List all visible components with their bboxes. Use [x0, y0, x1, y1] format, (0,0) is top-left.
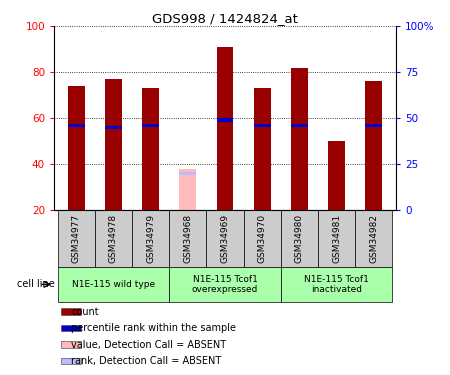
Text: value, Detection Call = ABSENT: value, Detection Call = ABSENT [71, 339, 226, 350]
Text: GSM34980: GSM34980 [295, 214, 304, 263]
Bar [318, 210, 355, 267]
Bar [58, 210, 95, 267]
Bar [58, 267, 169, 302]
Bar [328, 141, 345, 210]
Text: GSM34977: GSM34977 [72, 214, 81, 263]
Bar [207, 210, 243, 267]
Bar [254, 124, 270, 127]
Bar [180, 171, 196, 175]
Bar [68, 124, 85, 127]
Bar [254, 88, 270, 210]
Bar [169, 210, 207, 267]
Text: N1E-115 Tcof1
overexpressed: N1E-115 Tcof1 overexpressed [192, 275, 258, 294]
Bar [281, 210, 318, 267]
Text: GSM34968: GSM34968 [183, 214, 192, 263]
Text: GSM34979: GSM34979 [146, 214, 155, 263]
Text: GSM34969: GSM34969 [220, 214, 230, 263]
Text: rank, Detection Call = ABSENT: rank, Detection Call = ABSENT [71, 356, 221, 366]
Bar [281, 267, 392, 302]
Text: GSM34978: GSM34978 [109, 214, 118, 263]
Bar [291, 124, 308, 127]
Bar [142, 88, 159, 210]
Text: N1E-115 Tcof1
inactivated: N1E-115 Tcof1 inactivated [304, 275, 369, 294]
Bar [61, 341, 81, 348]
Bar [216, 47, 234, 210]
Bar [365, 124, 382, 127]
Bar [61, 358, 81, 364]
Bar [142, 124, 159, 127]
Bar [243, 210, 281, 267]
Text: GSM34982: GSM34982 [369, 214, 378, 263]
Text: percentile rank within the sample: percentile rank within the sample [71, 323, 236, 333]
Bar [105, 79, 122, 210]
Bar [95, 210, 132, 267]
Bar [216, 118, 234, 122]
Bar [291, 68, 308, 210]
Text: cell line: cell line [17, 279, 55, 290]
Title: GDS998 / 1424824_at: GDS998 / 1424824_at [152, 12, 298, 25]
Text: count: count [71, 307, 99, 317]
Bar [365, 81, 382, 210]
Bar [68, 86, 85, 210]
Bar [61, 325, 81, 332]
Bar [132, 210, 169, 267]
Text: GSM34981: GSM34981 [332, 214, 341, 263]
Bar [355, 210, 392, 267]
Bar [61, 308, 81, 315]
Text: GSM34970: GSM34970 [258, 214, 267, 263]
Bar [105, 126, 122, 129]
Bar [169, 267, 281, 302]
Text: N1E-115 wild type: N1E-115 wild type [72, 280, 155, 289]
Bar [180, 169, 196, 210]
